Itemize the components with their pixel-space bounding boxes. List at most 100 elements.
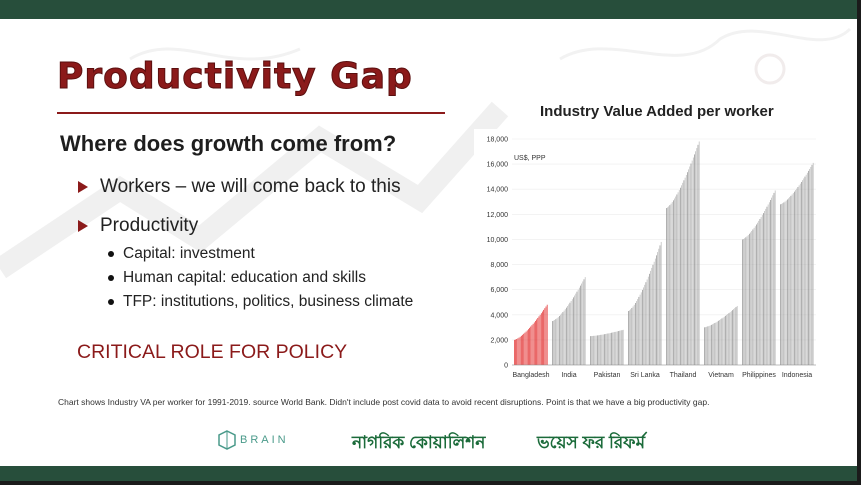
sub-bullet-label: TFP: institutions, politics, business cl… (123, 293, 414, 310)
bar (715, 322, 717, 365)
bar (708, 325, 710, 365)
bar (582, 281, 584, 365)
bar (536, 319, 537, 365)
bar (546, 304, 548, 365)
bar (669, 205, 671, 365)
bar (569, 302, 571, 365)
bar (768, 202, 770, 365)
bar (812, 162, 814, 365)
bar (696, 148, 698, 365)
bar (616, 331, 618, 365)
bar (578, 287, 580, 365)
bar (556, 318, 558, 365)
bar (518, 337, 520, 365)
x-tick-label: Philippines (742, 372, 776, 379)
bar (633, 304, 635, 365)
bar (680, 187, 681, 365)
bar (802, 180, 803, 365)
bar (632, 306, 634, 365)
bar (806, 172, 808, 365)
bar (746, 236, 748, 365)
bar (658, 248, 660, 365)
bar (581, 283, 582, 365)
bar (749, 233, 750, 365)
bar (605, 333, 606, 365)
sub-bullet-item: Human capital: education and skills (108, 269, 366, 287)
bar (690, 163, 692, 365)
bar (803, 178, 805, 365)
bar (758, 220, 760, 365)
bar (654, 258, 656, 365)
triangle-bullet-icon (78, 181, 88, 193)
bar (794, 191, 795, 365)
bar (763, 213, 764, 365)
bar (574, 295, 575, 365)
x-tick-label: Vietnam (708, 372, 734, 379)
bar (705, 327, 706, 365)
voice-for-reform-logo: ভয়েস ফর রিফর্ম (537, 433, 646, 452)
bar (561, 313, 563, 365)
bar (744, 238, 746, 365)
bar (656, 255, 657, 365)
bar (515, 339, 516, 365)
bar (590, 336, 591, 365)
bar (640, 292, 642, 365)
bar (630, 309, 632, 365)
bar (609, 333, 611, 365)
bar (781, 203, 782, 365)
bar (735, 307, 737, 365)
bar (583, 279, 585, 365)
bar (673, 200, 674, 365)
bar (736, 305, 738, 365)
y-tick-label: 6,000 (490, 287, 508, 294)
bar (595, 335, 597, 365)
bar (723, 316, 725, 365)
bar (525, 331, 527, 365)
bar (789, 197, 791, 365)
bar (532, 323, 534, 365)
bar (544, 308, 546, 365)
bar (602, 334, 604, 365)
bar (593, 335, 595, 365)
bar (766, 206, 768, 365)
chart-footnote: Chart shows Industry VA per worker for 1… (58, 397, 710, 407)
bar (727, 314, 729, 365)
bar (614, 331, 616, 365)
dot-bullet-icon (108, 251, 114, 257)
bar (638, 296, 640, 365)
bar (750, 232, 751, 365)
bar (685, 174, 687, 365)
bar (621, 330, 623, 365)
bar (622, 329, 624, 365)
bar (808, 170, 809, 365)
bar (540, 313, 542, 365)
bar (751, 230, 753, 365)
bar (666, 208, 667, 365)
bullet-label: Workers – we will come back to this (100, 176, 401, 197)
x-tick-label: Thailand (670, 372, 697, 379)
bar (637, 299, 639, 365)
bar (788, 198, 789, 365)
bar (684, 177, 686, 365)
bar (709, 325, 711, 365)
bar (784, 201, 786, 365)
nagorik-coalition-logo: নাগরিক কোয়ালিশন (352, 433, 486, 452)
x-tick-label: Bangladesh (513, 372, 550, 379)
bar (734, 308, 736, 365)
bar (790, 195, 792, 365)
bar (804, 176, 806, 365)
bar (600, 334, 602, 365)
bar (570, 300, 572, 365)
bar (773, 192, 775, 365)
bar (529, 327, 530, 365)
slide-subtitle: Where does growth come from? (60, 131, 397, 156)
bar (743, 238, 744, 365)
y-tick-label: 16,000 (487, 162, 509, 169)
top-bar (0, 0, 857, 19)
bar (694, 154, 695, 365)
bar (535, 320, 536, 365)
policy-callout: CRITICAL ROLE FOR POLICY (77, 341, 348, 363)
triangle-bullet-icon (78, 220, 88, 232)
bar (644, 284, 646, 365)
